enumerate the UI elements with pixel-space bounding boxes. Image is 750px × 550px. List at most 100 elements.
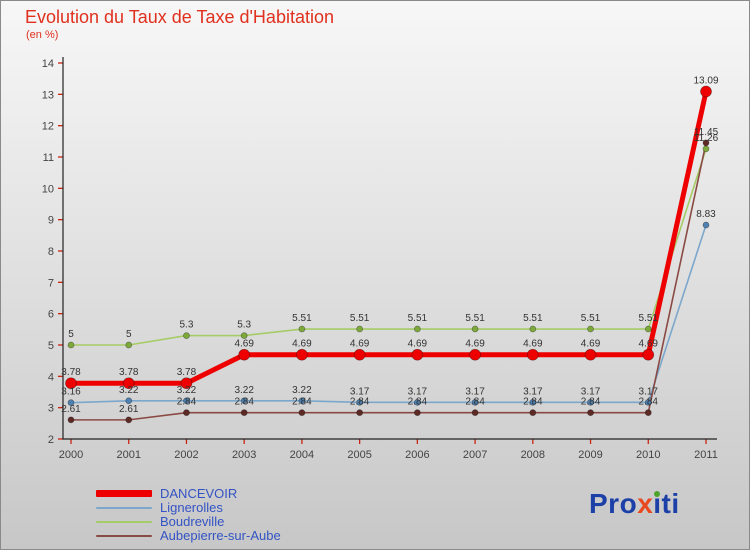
data-point-aubepierre-sur-aube <box>529 409 537 417</box>
data-point-boudreville <box>240 332 248 340</box>
value-label: 2.84 <box>581 397 601 408</box>
value-label: 3.22 <box>119 385 139 396</box>
value-label: 3.17 <box>465 386 485 397</box>
data-point-boudreville <box>644 325 652 333</box>
value-label: 4.69 <box>465 339 485 350</box>
x-tick-label: 2001 <box>116 449 140 461</box>
legend: DANCEVOIR Lignerolles Boudreville Aubepierr… <box>96 487 281 542</box>
data-point-boudreville <box>413 325 421 333</box>
x-tick-label: 2009 <box>578 449 602 461</box>
data-point-aubepierre-sur-aube <box>125 416 133 424</box>
data-point-dancevoir <box>180 377 193 390</box>
legend-label: Aubepierre-sur-Aube <box>160 528 281 543</box>
value-label: 2.84 <box>234 397 254 408</box>
x-tick-label: 2003 <box>232 449 256 461</box>
value-label: 4.69 <box>523 339 543 350</box>
data-point-lignerolles <box>471 398 479 406</box>
value-label: 3.22 <box>292 385 312 396</box>
y-tick-label: 11 <box>43 152 54 164</box>
value-label: 5.51 <box>523 313 543 324</box>
value-label: 3.17 <box>523 386 543 397</box>
data-point-aubepierre-sur-aube <box>183 409 190 417</box>
value-label: 2.84 <box>639 397 659 408</box>
x-tick-label: 2008 <box>521 449 545 461</box>
value-label: 2.84 <box>523 397 543 408</box>
value-label: 11.26 <box>694 133 719 144</box>
data-point-dancevoir <box>700 85 712 98</box>
logo-text-pro: Pro <box>589 488 638 519</box>
value-label: 5.51 <box>581 313 601 324</box>
data-point-lignerolles <box>644 398 652 406</box>
value-label: 2.61 <box>61 404 81 415</box>
y-tick-label: 2 <box>48 434 54 446</box>
x-tick-label: 2002 <box>174 449 198 461</box>
value-label: 4.69 <box>408 339 428 350</box>
x-tick-label: 2011 <box>694 449 718 461</box>
legend-item: DANCEVOIR <box>96 487 281 500</box>
data-point-lignerolles <box>356 398 364 406</box>
series-line-lignerolles <box>70 224 707 404</box>
data-point-lignerolles <box>240 397 248 405</box>
value-label: 2.61 <box>119 404 139 415</box>
value-label: 8.83 <box>696 209 716 220</box>
y-tick-label: 14 <box>42 58 54 70</box>
legend-item: Lignerolles <box>96 501 281 514</box>
data-point-lignerolles <box>125 397 133 405</box>
data-point-lignerolles <box>67 399 75 407</box>
data-point-aubepierre-sur-aube <box>644 409 652 417</box>
y-tick-label: 3 <box>48 403 54 415</box>
value-label: 5 <box>126 329 132 340</box>
data-point-lignerolles <box>529 398 537 406</box>
value-label: 3.16 <box>61 387 81 398</box>
data-point-dancevoir <box>296 348 308 361</box>
x-tick-label: 2007 <box>463 449 487 461</box>
data-point-aubepierre-sur-aube <box>471 409 479 417</box>
y-tick-label: 7 <box>48 277 54 289</box>
data-point-dancevoir <box>238 348 251 361</box>
line-chart: 2 3 4 5 6 7 8 9 10 11 12 13 14 2000 2001 2002 2003 2004 20… <box>42 57 719 461</box>
value-label: 3.17 <box>408 386 428 397</box>
y-tick-label: 12 <box>42 121 54 133</box>
data-point-dancevoir <box>353 348 366 361</box>
value-label: 11.45 <box>694 127 719 138</box>
data-point-dancevoir <box>411 348 424 361</box>
series-line-dancevoir <box>71 90 709 386</box>
y-tick-label: 5 <box>48 340 54 352</box>
x-tick-label: 2010 <box>636 449 660 461</box>
data-point-dancevoir <box>584 348 597 361</box>
logo-green-dot-icon <box>654 491 661 497</box>
data-point-boudreville <box>67 341 75 349</box>
x-tick-label: 2006 <box>405 449 429 461</box>
legend-mark-icon <box>96 520 152 523</box>
value-label: 5.3 <box>237 320 251 331</box>
data-point-dancevoir <box>65 377 77 390</box>
value-label: 2.84 <box>465 397 485 408</box>
data-point-dancevoir <box>526 348 539 361</box>
legend-mark-icon <box>96 506 152 509</box>
x-tick-label: 2000 <box>59 449 83 461</box>
y-tick-label: 9 <box>48 215 54 227</box>
data-point-boudreville <box>471 325 479 333</box>
data-point-dancevoir <box>469 348 481 361</box>
y-tick-label: 10 <box>42 183 54 195</box>
value-label: 13.09 <box>693 76 718 87</box>
value-label: 2.84 <box>350 397 370 408</box>
legend-label: Boudreville <box>160 514 225 529</box>
series-line-aubepierre-sur-aube <box>71 142 707 421</box>
logo-text-x: x <box>637 488 654 519</box>
value-label: 3.17 <box>350 386 370 397</box>
x-tick-label: 2004 <box>290 449 314 461</box>
page-subtitle: (en %) <box>26 29 59 41</box>
legend-item: Aubepierre-sur-Aube <box>96 529 281 542</box>
value-label: 5.51 <box>350 313 370 324</box>
data-point-lignerolles <box>183 397 190 405</box>
value-label: 2.84 <box>292 397 312 408</box>
data-point-aubepierre-sur-aube <box>298 409 306 417</box>
value-label: 4.69 <box>639 339 659 350</box>
legend-mark-icon <box>96 534 152 537</box>
data-point-boudreville <box>702 145 710 153</box>
data-point-boudreville <box>529 325 537 333</box>
legend-item: Boudreville <box>96 515 281 528</box>
value-label: 2.84 <box>408 397 428 408</box>
